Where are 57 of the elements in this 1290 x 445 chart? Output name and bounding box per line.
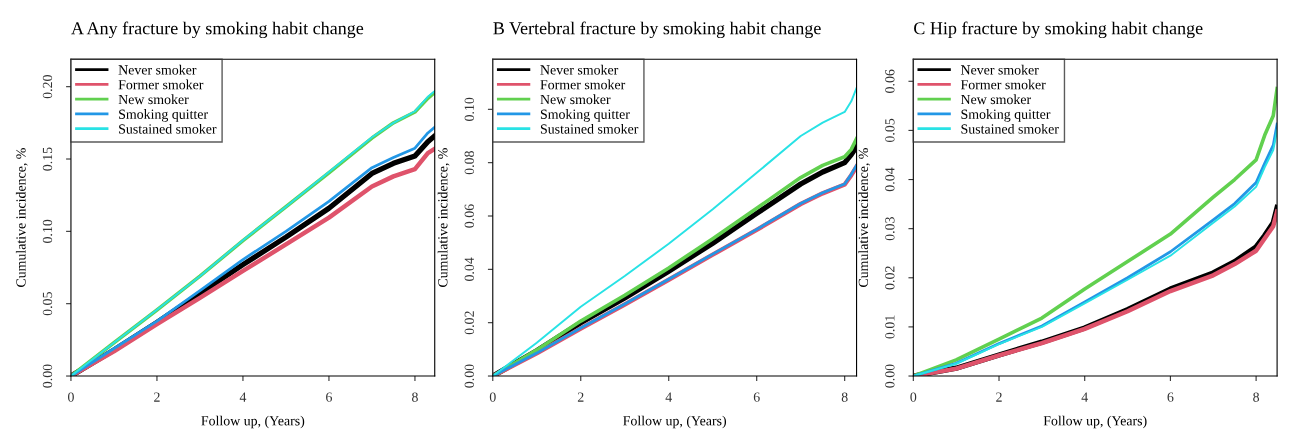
x-tick-label: 0	[68, 392, 74, 402]
y-axis-title: Cumulative incidence, %	[15, 148, 28, 288]
y-tick-label: 0.00	[464, 364, 475, 388]
x-tick-label: 2	[996, 392, 1002, 402]
legend-label: Smoking quitter	[540, 109, 630, 122]
legend-label: Smoking quitter	[961, 109, 1051, 122]
legend-label: Never smoker	[960, 64, 1039, 75]
x-axis-title: Follow up, (Years)	[1043, 415, 1147, 429]
x-tick-label: 8	[412, 392, 418, 402]
y-tick-label: 0.01	[885, 315, 895, 339]
y-tick-label: 0.05	[42, 292, 53, 316]
x-tick-label: 0	[489, 392, 496, 402]
y-tick-label: 0.04	[464, 257, 475, 281]
y-tick-label: 0.20	[42, 75, 53, 99]
y-tick-label: 0.00	[885, 364, 895, 388]
x-tick-label: 2	[577, 392, 584, 402]
x-tick-label: 4	[1081, 392, 1088, 402]
legend-label: New smoker	[960, 94, 1031, 105]
y-tick-label: 0.10	[42, 219, 53, 243]
y-tick-label: 0.08	[464, 151, 475, 175]
legend-label: Former smoker	[960, 79, 1046, 90]
y-tick-label: 0.06	[885, 69, 895, 93]
x-axis-title: Follow up, (Years)	[623, 415, 727, 429]
x-tick-label: 6	[1167, 392, 1174, 402]
y-tick-label: 0.05	[885, 118, 895, 143]
y-tick-label: 0.00	[42, 364, 53, 388]
y-tick-label: 0.06	[464, 204, 475, 228]
legend-label: New smoker	[540, 94, 611, 105]
legend-label: Sustained smoker	[961, 123, 1059, 134]
y-tick-label: 0.03	[885, 217, 895, 241]
y-axis-title: Cumulative incidence, %	[858, 148, 871, 288]
legend-label: Never smoker	[540, 64, 619, 75]
legend-label: Sustained smoker	[119, 123, 217, 134]
chart-title: C Hip fracture by smoking habit change	[914, 21, 1203, 39]
y-tick-label: 0.02	[464, 311, 475, 335]
y-tick-label: 0.04	[885, 167, 895, 192]
x-axis-title: Follow up, (Years)	[201, 415, 305, 429]
x-tick-label: 6	[753, 392, 760, 402]
x-tick-label: 0	[910, 392, 917, 402]
x-tick-label: 4	[665, 392, 672, 402]
legend-label: New smoker	[118, 94, 189, 105]
y-tick-label: 0.15	[42, 147, 53, 171]
legend-label: Smoking quitter	[119, 109, 208, 122]
x-tick-label: 8	[841, 392, 848, 402]
chart-title: A Any fracture by smoking habit change	[71, 21, 364, 39]
chart-title: B Vertebral fracture by smoking habit change	[493, 21, 821, 39]
x-tick-label: 8	[1253, 392, 1260, 402]
legend-label: Former smoker	[540, 79, 626, 90]
legend-label: Former smoker	[118, 79, 204, 90]
y-tick-label: 0.02	[885, 266, 895, 290]
legend-label: Never smoker	[118, 64, 197, 75]
x-tick-label: 6	[326, 392, 333, 402]
x-tick-label: 4	[239, 392, 247, 402]
x-tick-label: 2	[154, 392, 160, 402]
legend-label: Sustained smoker	[540, 123, 639, 134]
y-axis-title: Cumulative incidence, %	[437, 148, 450, 288]
y-tick-label: 0.10	[464, 97, 475, 121]
